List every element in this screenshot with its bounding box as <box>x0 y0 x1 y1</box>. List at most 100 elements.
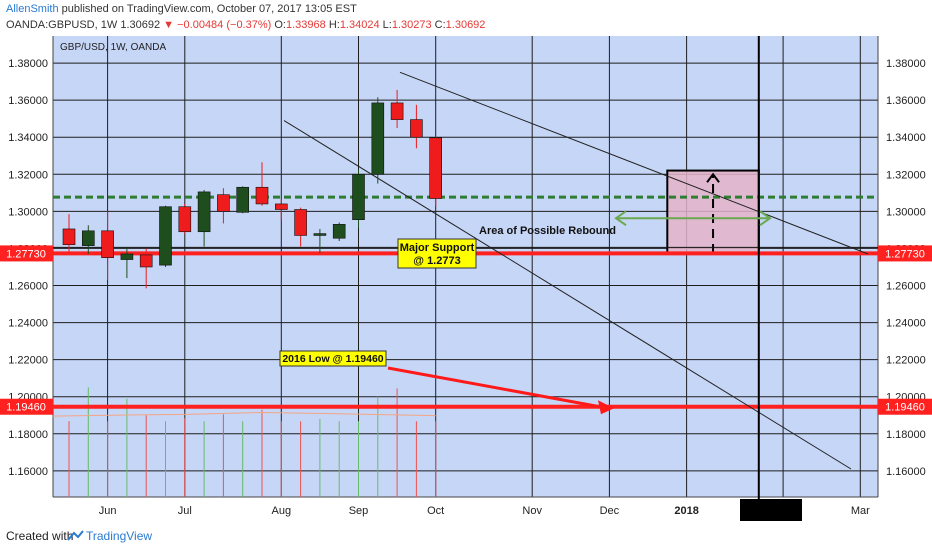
right-axis-bg <box>878 36 932 522</box>
trend-line-upper <box>399 71 869 255</box>
y-tick-label-right: 1.34000 <box>886 132 926 144</box>
chart-header: AllenSmith published on TradingView.com,… <box>0 0 932 36</box>
time-axis-highlight <box>740 499 802 521</box>
open-label: O: <box>274 19 286 31</box>
price-label-left: 1.19460 <box>6 402 46 414</box>
y-tick-label-left: 1.30000 <box>8 206 48 218</box>
y-tick-label-left: 1.18000 <box>8 429 48 441</box>
y-tick-label-left: 1.24000 <box>8 318 48 330</box>
candle-body <box>371 102 385 175</box>
x-tick-label: Jun <box>99 505 117 517</box>
major-support-line2: @ 1.2773 <box>413 255 460 267</box>
created-with-label: Created with <box>6 529 74 543</box>
candle-body <box>255 186 269 205</box>
author-link[interactable]: AllenSmith <box>6 3 59 15</box>
tradingview-brand[interactable]: TradingView <box>86 529 153 543</box>
x-tick-label: Oct <box>427 505 444 517</box>
volume-average-line <box>52 411 436 417</box>
rebound-zone-box <box>666 169 760 255</box>
x-tick-label: 2018 <box>674 505 698 517</box>
high-label: H: <box>328 19 340 31</box>
price-label-right: 1.19460 <box>885 402 925 414</box>
low-value: 1.30273 <box>391 19 432 31</box>
left-axis-bg <box>0 36 53 522</box>
y-tick-label-left: 1.38000 <box>8 58 48 70</box>
price-label-right-bg <box>878 398 932 415</box>
x-tick-label: Aug <box>272 505 292 517</box>
x-axis: Jun Jul Aug Sep Oct Nov Dec 2018 Mar <box>99 505 870 517</box>
symbol-name[interactable]: OANDA:GBPUSD <box>6 19 95 31</box>
candle-body <box>178 206 192 233</box>
open-value: 1.33968 <box>285 19 326 31</box>
candle-body <box>82 230 95 246</box>
candle-body <box>101 230 114 258</box>
price-change: −0.00484 (−0.37%) <box>177 19 272 31</box>
y-tick-label-left: 1.26000 <box>8 280 48 292</box>
rebound-label: Area of Possible Rebound <box>479 225 616 237</box>
major-support-callout: Major Support @ 1.2773 <box>397 238 477 269</box>
candle-body <box>159 206 172 266</box>
y-tick-label-right: 1.32000 <box>886 169 926 181</box>
y-axis-right: 1.380001.360001.340001.320001.300001.280… <box>886 58 926 478</box>
publish-line: AllenSmith published on TradingView.com,… <box>6 3 357 15</box>
y-tick-label-right: 1.18000 <box>886 429 926 441</box>
close-label: C: <box>434 19 446 31</box>
symbol-line: OANDA:GBPUSD, 1W 1.30692 ▼ −0.00484 (−0.… <box>6 19 486 31</box>
x-tick-label: Sep <box>349 505 369 517</box>
red-arrow-head <box>598 400 614 415</box>
green-arrow-right-head <box>759 210 772 227</box>
candle-body <box>429 137 443 199</box>
candle-body <box>120 253 134 260</box>
close-value: 1.30692 <box>445 19 486 31</box>
price-label-left: 1.27730 <box>6 248 46 260</box>
y-tick-label-left: 1.34000 <box>8 132 48 144</box>
major-support-line1: Major Support <box>400 242 475 254</box>
x-tick-label: Jul <box>178 505 192 517</box>
low-2016-callout: 2016 Low @ 1.19460 <box>279 350 387 367</box>
down-arrow-icon: ▼ <box>163 19 175 31</box>
publish-text: published on TradingView.com, October 07… <box>61 3 357 15</box>
chart-title: GBP/USD, 1W, OANDA <box>60 42 166 53</box>
trend-line-lower <box>283 120 852 470</box>
candle-body <box>294 209 307 236</box>
green-arrow-left-head <box>614 210 627 227</box>
price-label-right: 1.27730 <box>885 248 925 260</box>
price-label-left-bg <box>0 245 53 262</box>
y-tick-label-right: 1.24000 <box>886 318 926 330</box>
grid-lines <box>52 36 879 498</box>
low-label: L: <box>382 19 392 31</box>
y-tick-label-left: 1.36000 <box>8 95 48 107</box>
y-tick-label-left: 1.32000 <box>8 169 48 181</box>
y-tick-label-right: 1.22000 <box>886 355 926 367</box>
candle-body <box>410 119 423 138</box>
red-arrow-shaft <box>387 366 605 409</box>
y-tick-label-right: 1.26000 <box>886 280 926 292</box>
candle-body <box>197 191 211 233</box>
price-labels: 1.27730 1.27730 1.19460 1.19460 <box>0 245 932 415</box>
rebound-arrow-head <box>706 172 720 183</box>
price-chart[interactable]: GBP/USD, 1W, OANDA 1.38000 1.36000 1.34000… <box>0 36 932 522</box>
y-tick-label-right: 1.16000 <box>886 466 926 478</box>
y-tick-label-right: 1.38000 <box>886 58 926 70</box>
x-tick-label: Nov <box>522 505 542 517</box>
candle-body <box>352 173 365 220</box>
footer: Created with TradingView <box>0 522 932 550</box>
y-tick-label-left: 1.16000 <box>8 466 48 478</box>
low-2016-label: 2016 Low @ 1.19460 <box>282 353 383 365</box>
low-red-arrow <box>387 366 614 415</box>
tradingview-logo-icon[interactable] <box>66 527 156 545</box>
candle-body <box>274 203 288 210</box>
y-tick-label-left: 1.22000 <box>8 355 48 367</box>
candle-body <box>62 228 76 246</box>
candle-body <box>139 254 153 268</box>
candle-body <box>236 186 249 213</box>
candle-body <box>332 224 346 239</box>
price-label-right-bg <box>878 245 932 262</box>
interval-label[interactable]: 1W <box>100 19 118 31</box>
volume-bars <box>68 387 437 497</box>
last-price: 1.30692 <box>120 19 161 31</box>
candle-body <box>217 194 230 212</box>
y-tick-label-right: 1.36000 <box>886 95 926 107</box>
x-tick-label: Dec <box>600 505 620 517</box>
y-tick-label-right: 1.30000 <box>886 206 926 218</box>
